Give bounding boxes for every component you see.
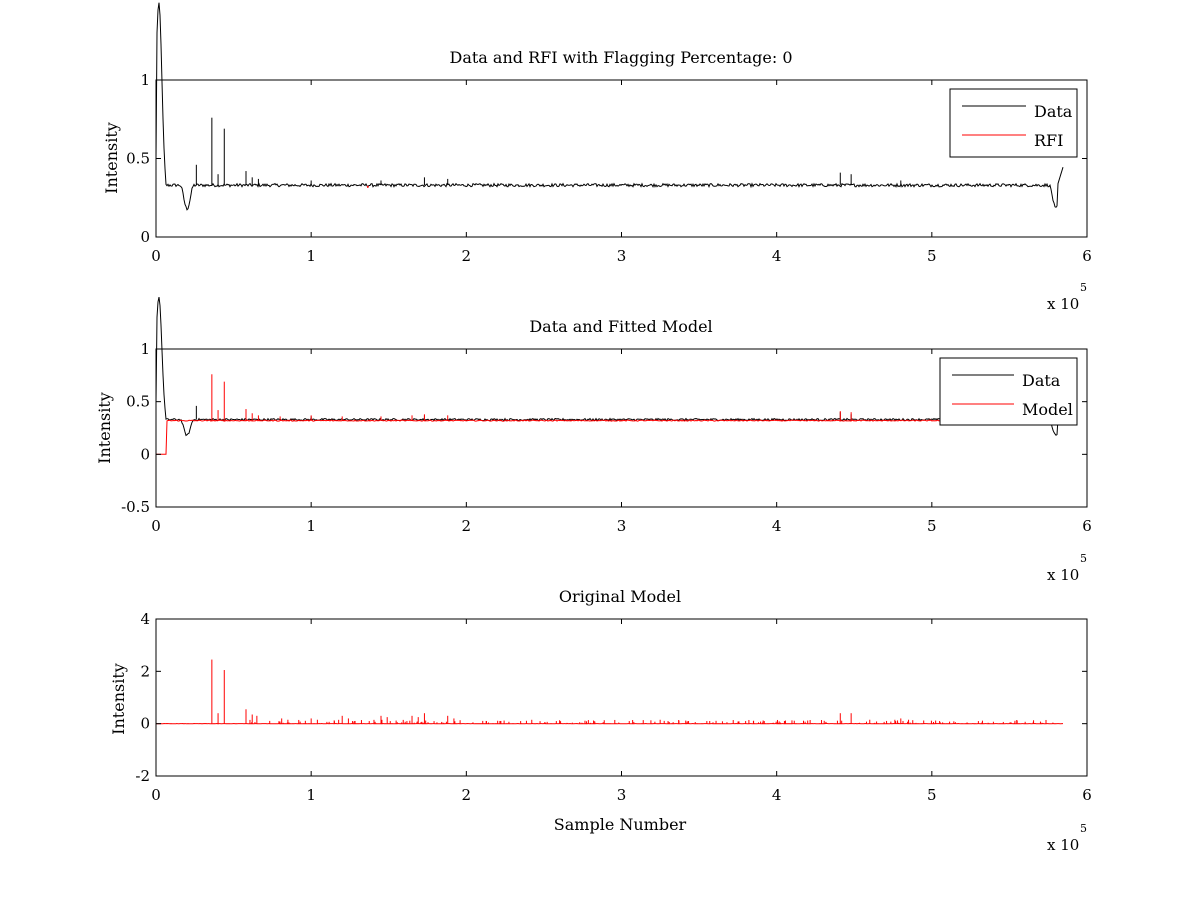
panel-2-xtick-label-0: 0 [151, 517, 161, 535]
panel-1-legend: Data RFI [949, 88, 1078, 158]
panel-3-ytick-label-3: 4 [140, 610, 150, 628]
panel-2-xtick-label-1: 1 [306, 517, 316, 535]
panel-1-axes-box [155, 79, 1088, 238]
panel-2-plot [155, 297, 1064, 455]
panel-2-ticks: 0 1 2 3 4 5 6-0.500.51 [121, 340, 1092, 535]
panel-3-title: Original Model [559, 587, 681, 606]
panel-3-xtick-label-6: 6 [1082, 786, 1092, 804]
panel-1-xtick-label-2: 2 [462, 247, 472, 265]
panel-1-legend-rfi-label: RFI [1034, 131, 1063, 150]
panel-2-xtick-label-4: 4 [772, 517, 782, 535]
panel-2-legend: Data Model [939, 357, 1078, 426]
panel-1-ticks: 0 1 2 3 4 5 6 0 0.5 1 [126, 71, 1092, 265]
panel-1: Data and RFI with Flagging Percentage: 0… [102, 2, 1092, 313]
panel-2-ytick-label-0: -0.5 [121, 498, 150, 516]
panel-3-xtick-label-2: 2 [462, 786, 472, 804]
panel-3-xtick-label-0: 0 [151, 786, 161, 804]
panel-1-ylabel: Intensity [102, 122, 121, 194]
panel-1-xtick-label-6: 6 [1082, 247, 1092, 265]
panel-1-plot [155, 2, 1064, 211]
panel-3-x-exponent-power: 5 [1080, 822, 1087, 835]
panel-1-legend-box [949, 88, 1078, 158]
panel-3-xtick-label-4: 4 [772, 786, 782, 804]
panel-3-xtick-label-5: 5 [927, 786, 937, 804]
panel-3-xtick-label-3: 3 [617, 786, 627, 804]
panel-3-ytick-label-2: 2 [140, 662, 150, 680]
panel-1-xtick-label-3: 3 [617, 247, 627, 265]
panel-1-ytick-label-2: 1 [140, 71, 150, 89]
panel-2-legend-model-label: Model [1022, 400, 1073, 419]
panel-3-xlabel: Sample Number [554, 815, 687, 834]
panel-1-x-exponent: x 10 [1047, 295, 1079, 313]
panel-2-model-line [156, 419, 1064, 455]
panel-2-xtick-label-6: 6 [1082, 517, 1092, 535]
panel-1-xtick-label-1: 1 [306, 247, 316, 265]
panel-1-ytick-label-0: 0 [140, 228, 150, 246]
panel-1-xtick-label-4: 4 [772, 247, 782, 265]
panel-2-legend-box [939, 357, 1078, 426]
panel-3-axes-box [155, 618, 1088, 777]
panel-1-data-line [155, 2, 1064, 211]
panel-2-xtick-label-2: 2 [462, 517, 472, 535]
panel-2-title: Data and Fitted Model [529, 317, 712, 336]
panel-3-ytick-label-1: 0 [140, 715, 150, 733]
panel-2-legend-data-label: Data [1022, 371, 1061, 390]
panel-2-ylabel: Intensity [95, 392, 114, 464]
panel-3-ytick-label-0: -2 [135, 767, 150, 785]
panel-1-title: Data and RFI with Flagging Percentage: 0 [449, 48, 792, 67]
panel-2-xtick-label-5: 5 [927, 517, 937, 535]
panel-2-ytick-label-1: 0 [140, 445, 150, 463]
panel-3-xtick-label-1: 1 [306, 786, 316, 804]
panel-1-x-exponent-power: 5 [1080, 281, 1087, 294]
panel-2-ytick-label-2: 0.5 [126, 393, 150, 411]
panel-3-plot [155, 659, 1063, 725]
panel-1-xtick-label-0: 0 [151, 247, 161, 265]
panel-2-ytick-label-3: 1 [140, 340, 150, 358]
panel-2-xtick-label-3: 3 [617, 517, 627, 535]
panel-2-x-exponent: x 10 [1047, 566, 1079, 584]
panel-3-ylabel: Intensity [109, 663, 128, 735]
panel-2: Data and Fitted Model Intensity 0 1 2 3 4 5 6 -… [95, 297, 1092, 584]
panel-2-x-exponent-power: 5 [1080, 552, 1087, 565]
panel-1-ytick-label-1: 0.5 [126, 150, 150, 168]
panel-1-xtick-label-5: 5 [927, 247, 937, 265]
panel-1-legend-data-label: Data [1034, 102, 1073, 121]
panel-3-x-exponent: x 10 [1047, 836, 1079, 854]
